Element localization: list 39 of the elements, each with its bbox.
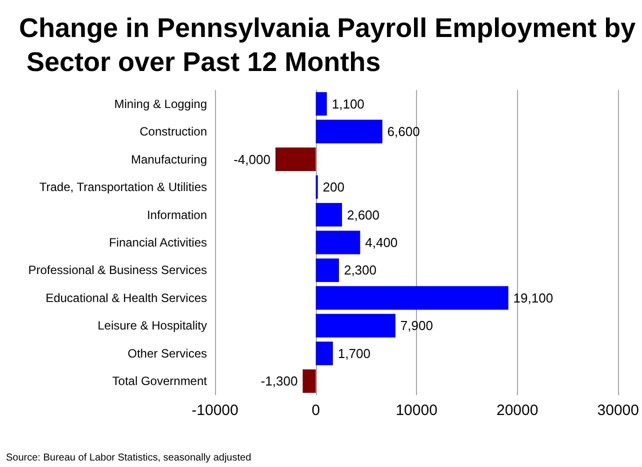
bar [302,369,316,393]
bar [316,342,333,366]
data-label: 2,600 [346,207,380,222]
y-tick-label: Total Government [112,374,208,388]
data-label: 19,100 [513,290,554,306]
data-label: -1,300 [260,374,298,389]
y-tick-label: Educational & Health Services [46,290,207,305]
x-tick-label: 30000 [597,402,640,419]
bar [316,120,382,144]
y-tick-label: Information [146,208,207,222]
chart-title: Change in Pennsylvania Payroll Employment by Sector over Past 12 Months [19,13,636,77]
data-label: 2,300 [344,262,377,278]
x-tick-label: -10000 [192,402,238,419]
data-label: 7,900 [400,318,433,334]
data-label: 1,700 [338,346,370,361]
y-tick-label: Construction [140,124,207,139]
x-tick-label: 10000 [396,402,438,419]
y-tick-label: Trade, Transportation & Utilities [39,180,207,194]
bar [316,258,339,282]
bar [316,286,508,310]
data-label: -4,000 [234,152,270,167]
y-tick-label: Mining & Logging [114,96,207,111]
x-tick-label: 20000 [496,402,538,419]
data-label: 6,600 [387,124,420,140]
data-label: 1,100 [332,96,364,112]
source-note: Source: Bureau of Labor Statistics, seasonally adjusted [6,452,252,464]
data-label: 4,400 [365,235,398,250]
x-tick-label: 0 [312,402,320,419]
y-tick-label: Other Services [128,346,207,360]
bar [316,202,342,227]
y-tick-label: Leisure & Hospitality [98,318,207,333]
data-label: 200 [322,180,345,195]
y-tick-label: Professional & Business Services [28,263,207,278]
bar [275,148,316,172]
bar [316,314,396,338]
bar [316,92,327,116]
y-tick-label: Financial Activities [108,236,207,250]
y-tick-label: Manufacturing [130,152,207,166]
bar [316,230,360,254]
